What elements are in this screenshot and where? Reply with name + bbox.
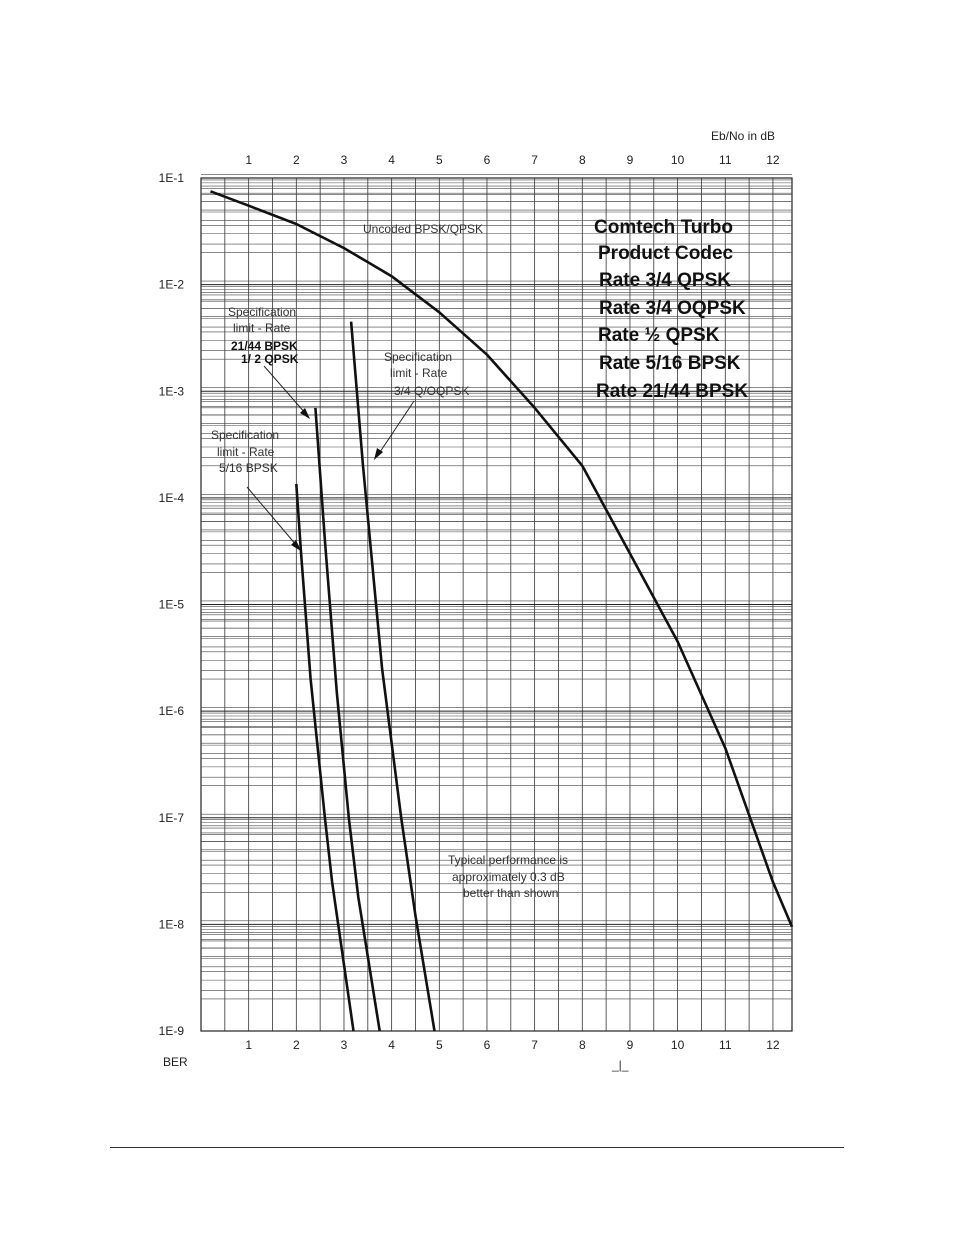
y-tick-label: 1E-8 [159, 917, 185, 931]
typical-line3: better than shown [463, 886, 558, 900]
x-tick-label-top: 11 [719, 153, 732, 167]
legend-line: Product Codec [598, 243, 734, 264]
x-tick-label-top: 3 [341, 153, 348, 167]
arrowhead-half-qpsk [300, 408, 310, 419]
arrowhead-34 [374, 448, 383, 460]
x-tick-label-bottom: 1 [245, 1038, 252, 1052]
x-tick-label-top: 9 [627, 153, 634, 167]
y-axis-title: BER [163, 1055, 188, 1069]
legend-line: Rate 5/16 BPSK [599, 353, 741, 374]
y-tick-label: 1E-7 [159, 811, 185, 825]
chart-annotations: Eb/No in dB BER _|_ Uncoded BPSK/QPSK Sp… [163, 129, 775, 1072]
chart-grid [200, 174, 793, 1032]
x-tick-label-top: 12 [766, 153, 780, 167]
spec-half-qpsk-line1: Specification [228, 305, 296, 319]
x-tick-label-top: 7 [531, 153, 538, 167]
legend-line: Rate 3/4 OQPSK [599, 298, 746, 319]
footer-rule [110, 1147, 844, 1148]
axis-ticks: 1122334455667788991010111112121E-11E-21E… [159, 153, 780, 1052]
y-tick-label: 1E-4 [159, 491, 185, 505]
arrow-516 [246, 486, 298, 547]
spec-34-line1: Specification [384, 350, 452, 364]
spec-516-line1: Specification [211, 428, 279, 442]
x-tick-label-top: 6 [484, 153, 491, 167]
x-tick-label-bottom: 6 [484, 1038, 491, 1052]
y-tick-label: 1E-3 [159, 384, 185, 398]
uncoded-label: Uncoded BPSK/QPSK [363, 222, 483, 236]
spec-516-line3: 5/16 BPSK [219, 461, 278, 475]
y-tick-label: 1E-2 [159, 278, 185, 292]
x-tick-label-bottom: 5 [436, 1038, 443, 1052]
arrow-34 [377, 400, 415, 456]
series-line-4 [349, 321, 436, 1032]
x-tick-label-bottom: 3 [341, 1038, 348, 1052]
legend-line: Rate 21/44 BPSK [596, 381, 748, 402]
typical-line1: Typical performance is [448, 853, 568, 867]
spec-half-qpsk-line4: 1/ 2 QPSK [241, 352, 299, 366]
x-tick-label-bottom: 9 [627, 1038, 634, 1052]
chart-curves [210, 190, 794, 1032]
legend-line: Rate ½ QPSK [598, 325, 720, 346]
spec-half-qpsk-line2: limit - Rate [233, 321, 291, 335]
y-tick-label: 1E-5 [159, 598, 185, 612]
x-tick-label-bottom: 2 [293, 1038, 300, 1052]
y-tick-label: 1E-9 [159, 1024, 185, 1038]
x-tick-label-top: 5 [436, 153, 443, 167]
spec-34-line3: 3/4 Q/OQPSK [394, 384, 469, 398]
x-tick-label-bottom: 11 [719, 1038, 732, 1052]
x-tick-label-bottom: 7 [531, 1038, 538, 1052]
x-tick-label-top: 4 [388, 153, 395, 167]
typical-line2: approximately 0.3 dB [452, 870, 565, 884]
x-tick-label-top: 2 [293, 153, 300, 167]
spec-34-line2: limit - Rate [390, 366, 448, 380]
x-tick-label-top: 1 [245, 153, 252, 167]
x-tick-label-bottom: 10 [671, 1038, 685, 1052]
spec-half-qpsk-line3: 21/44 BPSK [231, 339, 298, 353]
legend-line: Rate 3/4 QPSK [599, 270, 731, 291]
axis-mark: _|_ [611, 1058, 629, 1072]
series-line-2 [295, 483, 355, 1032]
arrowhead-516 [291, 540, 301, 551]
x-tick-label-bottom: 4 [388, 1038, 395, 1052]
series-line-3 [314, 407, 381, 1032]
x-tick-label-top: 10 [671, 153, 685, 167]
spec-516-line2: limit - Rate [217, 445, 275, 459]
legend-line: Comtech Turbo [594, 217, 733, 238]
y-tick-label: 1E-1 [159, 171, 185, 185]
y-tick-label: 1E-6 [159, 704, 185, 718]
x-axis-title: Eb/No in dB [711, 129, 775, 143]
series-line-1 [210, 190, 794, 928]
arrow-half-qpsk [263, 365, 307, 415]
x-tick-label-top: 8 [579, 153, 586, 167]
x-tick-label-bottom: 8 [579, 1038, 586, 1052]
x-tick-label-bottom: 12 [766, 1038, 780, 1052]
legend-block: Comtech Turbo Product Codec Rate 3/4 QPSK R… [594, 217, 748, 402]
